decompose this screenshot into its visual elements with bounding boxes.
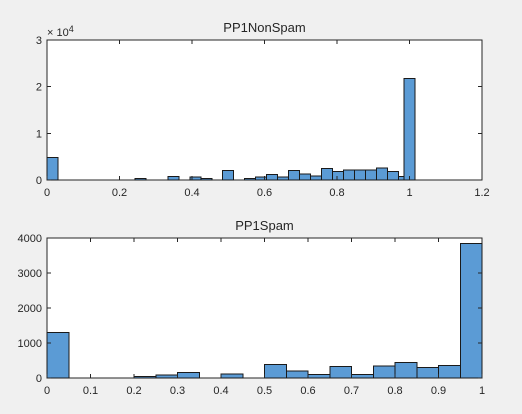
x-tick-label: 0.9: [431, 385, 446, 397]
histogram-bar: [134, 178, 147, 181]
bars-bottom: [46, 242, 483, 379]
x-tick-label: 0.8: [329, 187, 344, 199]
histogram-bar: [459, 242, 483, 379]
y-tick-label: 1000: [18, 338, 42, 350]
histogram-bar: [244, 178, 257, 181]
histogram-bar: [264, 364, 287, 379]
x-tick-label: 0.5: [257, 385, 272, 397]
y-tick-label: 1: [36, 128, 42, 140]
x-tick-label: 1: [406, 187, 412, 199]
x-tick-label: 0.7: [344, 385, 359, 397]
histogram-bar: [167, 175, 180, 181]
histogram-bar: [200, 178, 213, 181]
histogram-bar: [255, 176, 268, 181]
y-tick-label: 3: [36, 35, 42, 47]
y-tick-label: 2000: [18, 303, 42, 315]
bars-top: [46, 77, 416, 181]
histogram-bar: [394, 362, 418, 379]
histogram-bar: [299, 173, 312, 181]
histogram-bar: [46, 332, 70, 379]
x-tick-label: 0: [44, 385, 50, 397]
histogram-bar: [222, 170, 235, 181]
y-ticks-top: 0 1 2 3: [36, 35, 482, 187]
histogram-bar: [351, 374, 374, 379]
x-tick-label: 0.1: [83, 385, 98, 397]
x-tick-label: 0.8: [387, 385, 402, 397]
histogram-bar: [332, 171, 345, 181]
histogram-bar: [307, 374, 331, 379]
histogram-bar: [416, 367, 440, 379]
x-tick-label: 0.2: [112, 187, 127, 199]
histogram-bar: [329, 365, 353, 379]
plot-area-bottom: [46, 237, 483, 379]
x-tick-label: 1: [479, 385, 485, 397]
y-ticks-bottom: 0 1000 2000 3000 4000: [18, 233, 482, 385]
x-tick-label: 0.6: [300, 385, 315, 397]
subplot-pp1nonspam: PP1NonSpam × 104 0 0.2 0.4 0.6 0.8 1 1.2 0 1 2 3: [36, 20, 490, 199]
chart-title-bottom: PP1Spam: [235, 218, 294, 233]
chart-title-top: PP1NonSpam: [223, 20, 305, 35]
y-tick-label: 3000: [18, 268, 42, 280]
subplot-pp1spam: PP1Spam 0 0.1 0.2 0.3 0.4 0.5 0.6 0.7 0.8 0.9 1 0 1…: [18, 218, 486, 397]
histogram-bar: [354, 169, 367, 181]
y-tick-label: 0: [36, 175, 42, 187]
x-ticks-top: 0 0.2 0.4 0.6 0.8 1 1.2: [44, 40, 490, 199]
x-tick-label: 1.2: [474, 187, 489, 199]
y-tick-label: 0: [36, 373, 42, 385]
histogram-bar: [277, 176, 290, 181]
histogram-bar: [387, 171, 399, 181]
x-tick-label: 0.3: [170, 385, 185, 397]
histogram-bar: [343, 169, 356, 181]
x-tick-label: 0: [44, 187, 50, 199]
x-ticks-bottom: 0 0.1 0.2 0.3 0.4 0.5 0.6 0.7 0.8 0.9 1: [44, 238, 485, 397]
histogram-bar: [189, 176, 202, 181]
histogram-bar: [220, 373, 244, 379]
histogram-bar: [266, 173, 279, 181]
histogram-bar: [133, 375, 157, 379]
x-tick-label: 0.2: [126, 385, 141, 397]
y-tick-label: 2: [36, 82, 42, 94]
x-tick-label: 0.6: [257, 187, 272, 199]
histogram-bar: [403, 77, 416, 181]
histogram-bar: [155, 374, 179, 379]
y-tick-label: 4000: [18, 233, 42, 245]
plot-area-top: [46, 39, 483, 181]
histogram-bar: [285, 370, 309, 379]
x-tick-label: 0.4: [213, 385, 228, 397]
histogram-bar: [288, 170, 301, 181]
histogram-bar: [310, 175, 323, 181]
histogram-bar: [321, 167, 334, 181]
histogram-bar: [46, 157, 59, 181]
x-tick-label: 0.4: [184, 187, 199, 199]
histogram-bar: [365, 169, 378, 181]
histogram-bar: [438, 364, 461, 379]
histogram-bar: [372, 365, 396, 379]
histogram-bar: [177, 371, 200, 379]
y-exponent-label: × 104: [47, 24, 74, 39]
histogram-bar: [376, 167, 388, 181]
